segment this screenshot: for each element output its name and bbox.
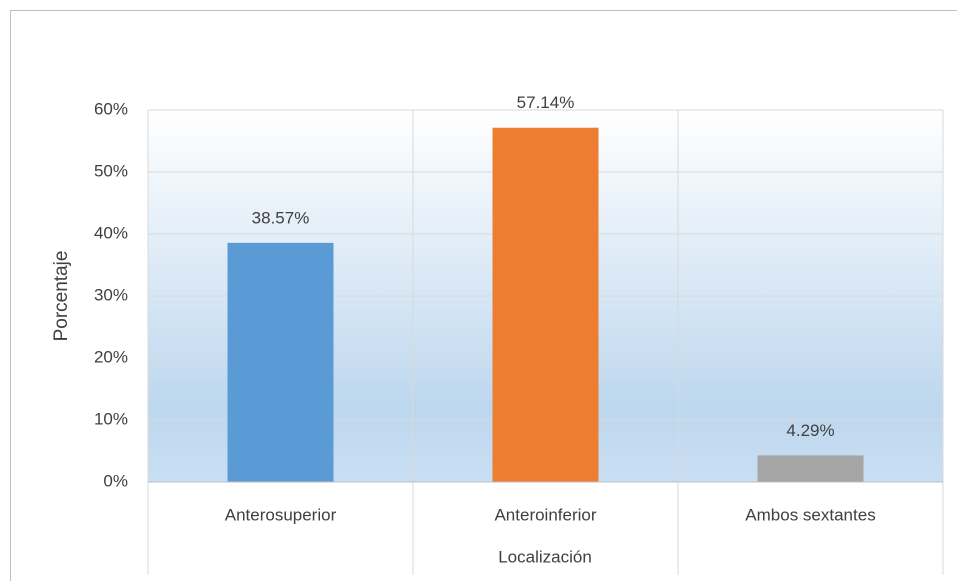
- y-tick-label: 50%: [94, 161, 128, 180]
- y-tick-label: 0%: [103, 471, 128, 490]
- y-tick-label: 40%: [94, 223, 128, 242]
- bar: [757, 455, 864, 482]
- x-tick-label: Anterosuperior: [225, 505, 337, 524]
- y-tick-label: 60%: [94, 99, 128, 118]
- y-tick-label: 30%: [94, 285, 128, 304]
- data-label: 38.57%: [252, 208, 310, 227]
- data-label: 4.29%: [786, 421, 834, 440]
- y-tick-label: 20%: [94, 347, 128, 366]
- y-axis-title: Porcentaje: [51, 251, 72, 342]
- bar: [227, 242, 334, 482]
- data-label: 57.14%: [517, 93, 575, 112]
- bar: [492, 127, 599, 483]
- x-tick-label: Ambos sextantes: [745, 505, 875, 524]
- chart-border: [10, 10, 957, 581]
- x-axis-title: Localización: [498, 547, 592, 566]
- y-tick-label: 10%: [94, 409, 128, 428]
- x-tick-label: Anteroinferior: [494, 505, 596, 524]
